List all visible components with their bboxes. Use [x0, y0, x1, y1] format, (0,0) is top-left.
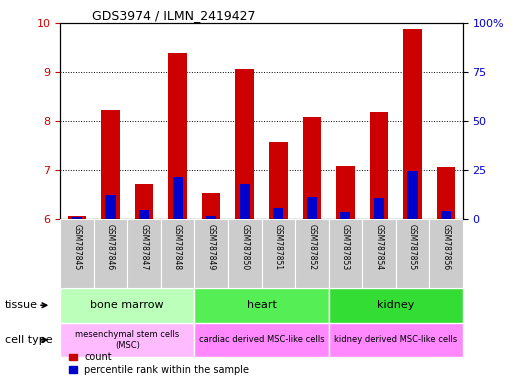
Bar — [202, 193, 220, 219]
Bar — [101, 110, 120, 219]
Bar — [195, 288, 328, 323]
Bar — [407, 171, 417, 219]
Bar — [336, 167, 355, 219]
Bar — [60, 219, 94, 288]
Bar — [135, 184, 153, 219]
Bar — [403, 29, 422, 219]
Bar — [72, 217, 82, 219]
Bar — [195, 323, 328, 357]
Bar — [60, 323, 195, 357]
Bar — [161, 219, 195, 288]
Text: GSM787852: GSM787852 — [308, 224, 316, 270]
Bar — [437, 167, 456, 219]
Text: heart: heart — [246, 300, 277, 310]
Text: tissue: tissue — [5, 300, 38, 310]
Text: GSM787845: GSM787845 — [72, 224, 82, 270]
Text: GSM787854: GSM787854 — [374, 224, 383, 270]
Bar — [228, 219, 262, 288]
Text: GSM787848: GSM787848 — [173, 224, 182, 270]
Bar — [273, 208, 283, 219]
Bar — [307, 197, 317, 219]
Text: GSM787847: GSM787847 — [140, 224, 149, 270]
Bar — [295, 219, 328, 288]
Bar — [168, 53, 187, 219]
Bar — [206, 217, 216, 219]
Text: GSM787856: GSM787856 — [441, 224, 451, 270]
Bar — [429, 219, 463, 288]
Bar — [60, 288, 195, 323]
Bar — [235, 69, 254, 219]
Bar — [303, 117, 321, 219]
Text: bone marrow: bone marrow — [90, 300, 164, 310]
Bar — [441, 210, 451, 219]
Bar — [139, 210, 149, 219]
Text: GSM787849: GSM787849 — [207, 224, 215, 270]
Bar — [396, 219, 429, 288]
Bar — [240, 184, 250, 219]
Bar — [195, 219, 228, 288]
Text: cell type: cell type — [5, 335, 53, 345]
Bar — [94, 219, 127, 288]
Bar — [269, 142, 288, 219]
Text: GDS3974 / ILMN_2419427: GDS3974 / ILMN_2419427 — [93, 9, 256, 22]
Bar — [67, 217, 86, 219]
Text: GSM787846: GSM787846 — [106, 224, 115, 270]
Text: kidney derived MSC-like cells: kidney derived MSC-like cells — [334, 335, 457, 344]
Text: GSM787850: GSM787850 — [240, 224, 249, 270]
Text: mesenchymal stem cells
(MSC): mesenchymal stem cells (MSC) — [75, 330, 179, 349]
Bar — [340, 212, 350, 219]
Text: kidney: kidney — [377, 300, 414, 310]
Bar — [370, 112, 388, 219]
Text: GSM787853: GSM787853 — [341, 224, 350, 270]
Legend: count, percentile rank within the sample: count, percentile rank within the sample — [65, 348, 253, 379]
Bar — [328, 323, 463, 357]
Text: GSM787851: GSM787851 — [274, 224, 283, 270]
Bar — [173, 177, 183, 219]
Bar — [106, 195, 116, 219]
Bar — [262, 219, 295, 288]
Text: GSM787855: GSM787855 — [408, 224, 417, 270]
Bar — [362, 219, 396, 288]
Bar — [374, 198, 384, 219]
Bar — [328, 219, 362, 288]
Bar — [328, 288, 463, 323]
Bar — [127, 219, 161, 288]
Text: cardiac derived MSC-like cells: cardiac derived MSC-like cells — [199, 335, 324, 344]
